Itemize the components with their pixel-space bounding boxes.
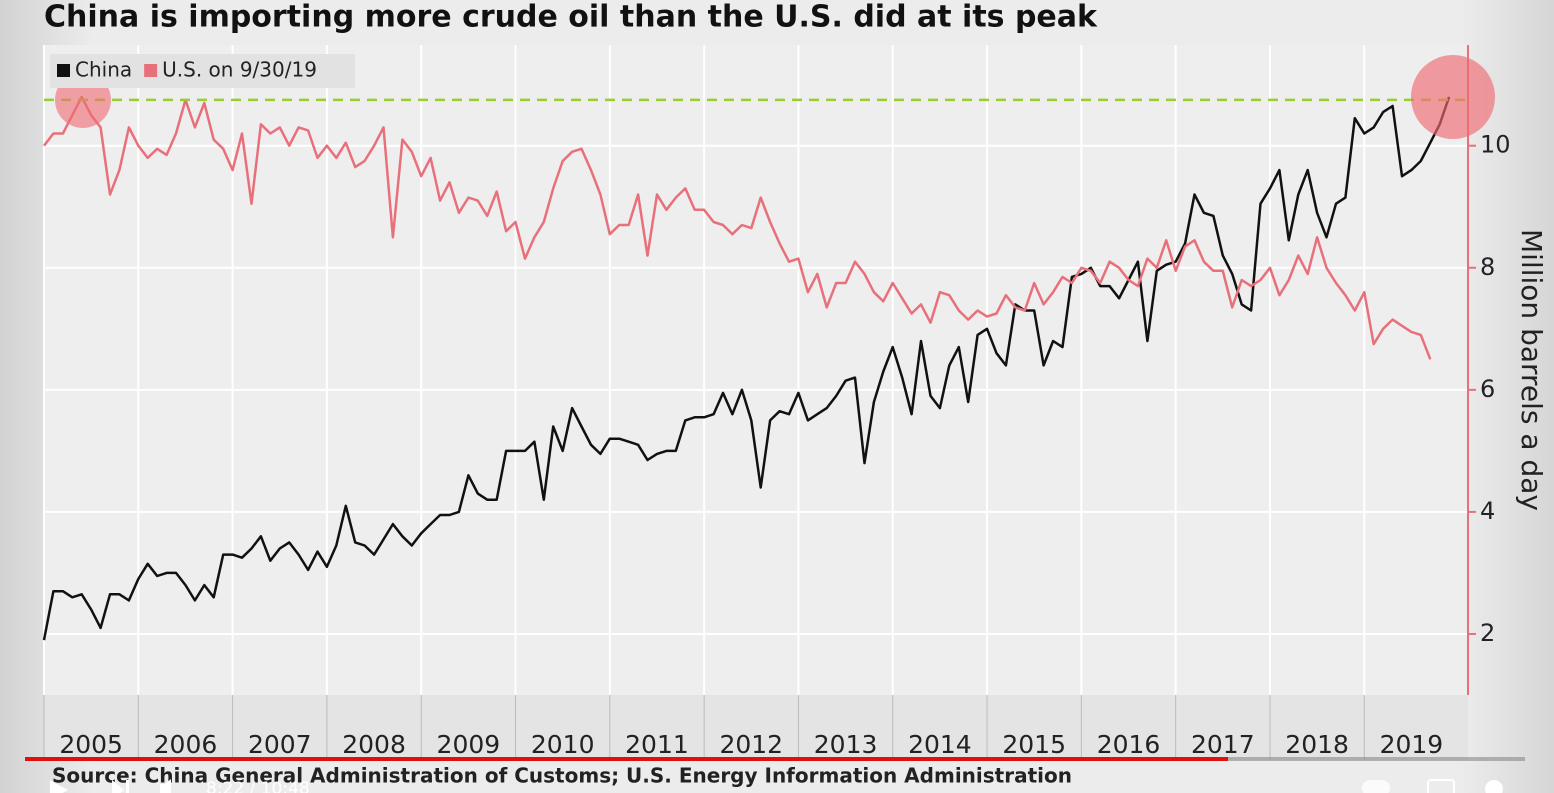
y-tick-label: 6 xyxy=(1480,375,1495,403)
legend-swatch xyxy=(144,64,158,77)
progress-bar[interactable] xyxy=(25,757,1228,761)
x-tick-label: 2008 xyxy=(342,730,406,759)
x-tick-label: 2019 xyxy=(1380,730,1444,759)
x-tick-label: 2015 xyxy=(1002,730,1066,759)
video-time: 8:22 / 10:48 xyxy=(206,779,310,793)
x-tick-label: 2014 xyxy=(908,730,972,759)
source-note: Source: China General Administration of … xyxy=(52,764,1072,788)
legend-label: China xyxy=(75,58,132,82)
x-tick-label: 2006 xyxy=(154,730,218,759)
x-axis-band xyxy=(44,695,1468,760)
x-tick-label: 2012 xyxy=(719,730,783,759)
y-axis-label: Million barrels a day xyxy=(1515,229,1548,511)
y-tick-label: 2 xyxy=(1480,619,1495,647)
x-tick-label: 2011 xyxy=(625,730,689,759)
next-button[interactable] xyxy=(112,780,129,793)
y-tick-label: 10 xyxy=(1480,131,1511,159)
settings-button[interactable] xyxy=(1485,780,1503,793)
chart-title: China is importing more crude oil than t… xyxy=(44,0,1098,35)
x-tick-label: 2007 xyxy=(248,730,312,759)
x-tick-label: 2013 xyxy=(814,730,878,759)
legend-swatch xyxy=(57,64,70,77)
x-tick-label: 2005 xyxy=(59,730,123,759)
legend-label: U.S. on 9/30/19 xyxy=(162,58,317,82)
autoplay-toggle[interactable] xyxy=(1362,780,1390,793)
plot-area xyxy=(44,45,1468,695)
legend xyxy=(50,54,355,88)
play-button[interactable] xyxy=(50,780,68,793)
series-line xyxy=(43,95,1432,360)
y-tick-label: 4 xyxy=(1480,497,1495,525)
y-tick-label: 8 xyxy=(1480,253,1495,281)
volume-button[interactable] xyxy=(160,779,171,793)
x-tick-label: 2009 xyxy=(437,730,501,759)
highlight-circle xyxy=(1411,55,1495,139)
series-line xyxy=(42,96,1451,641)
x-tick-label: 2018 xyxy=(1285,730,1349,759)
x-tick-label: 2016 xyxy=(1097,730,1161,759)
x-tick-label: 2010 xyxy=(531,730,595,759)
x-tick-label: 2017 xyxy=(1191,730,1255,759)
captions-button[interactable] xyxy=(1427,779,1455,793)
